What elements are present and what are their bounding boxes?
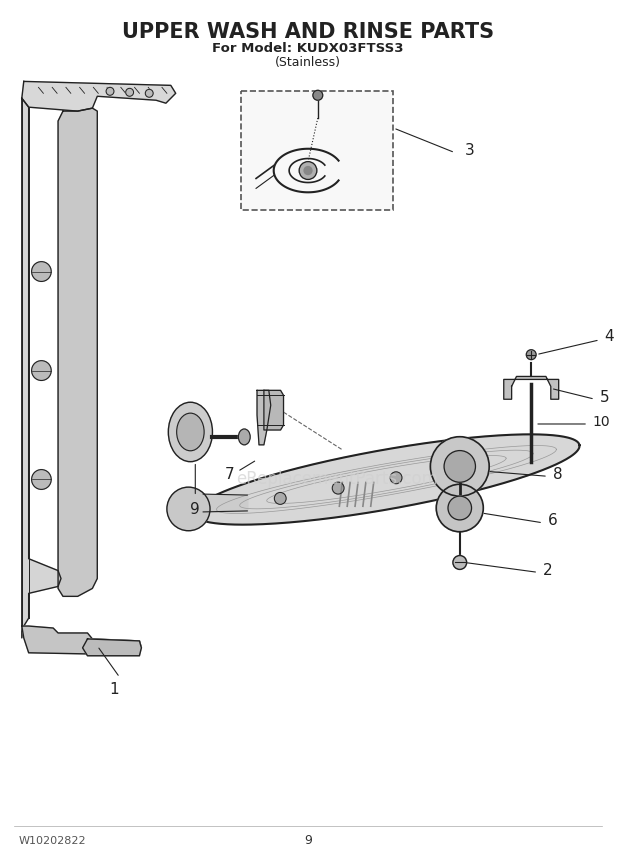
Circle shape: [448, 461, 460, 473]
Text: 2: 2: [543, 563, 552, 578]
Polygon shape: [58, 108, 97, 597]
Circle shape: [390, 472, 402, 484]
Circle shape: [304, 167, 312, 175]
Circle shape: [126, 88, 133, 96]
Text: 9: 9: [304, 835, 312, 847]
Text: 10: 10: [592, 415, 609, 429]
Text: 4: 4: [604, 330, 614, 344]
Circle shape: [275, 492, 286, 504]
Text: eReplacementParts.com: eReplacementParts.com: [236, 471, 438, 489]
Polygon shape: [22, 98, 61, 638]
Text: 3: 3: [465, 143, 474, 158]
Polygon shape: [82, 639, 141, 656]
Circle shape: [313, 91, 323, 100]
Polygon shape: [22, 81, 175, 111]
Text: 6: 6: [548, 514, 558, 528]
Text: 5: 5: [600, 389, 609, 405]
Text: (Stainless): (Stainless): [275, 56, 341, 68]
Polygon shape: [22, 626, 141, 655]
Polygon shape: [504, 377, 559, 399]
Text: 7: 7: [225, 467, 234, 482]
Circle shape: [453, 556, 467, 569]
Polygon shape: [264, 390, 283, 430]
Circle shape: [332, 482, 344, 494]
Text: W10202822: W10202822: [19, 836, 87, 846]
Text: For Model: KUDX03FTSS3: For Model: KUDX03FTSS3: [212, 42, 404, 55]
Circle shape: [106, 87, 114, 95]
Circle shape: [444, 450, 476, 482]
Text: 1: 1: [109, 682, 119, 697]
Polygon shape: [193, 434, 580, 525]
Polygon shape: [257, 390, 271, 445]
Ellipse shape: [169, 402, 213, 461]
Circle shape: [299, 162, 317, 180]
Circle shape: [32, 470, 51, 490]
Circle shape: [167, 487, 210, 531]
Circle shape: [430, 437, 489, 496]
Ellipse shape: [239, 429, 250, 445]
Circle shape: [436, 484, 484, 532]
Text: UPPER WASH AND RINSE PARTS: UPPER WASH AND RINSE PARTS: [122, 22, 494, 42]
Ellipse shape: [177, 413, 204, 451]
Circle shape: [526, 350, 536, 360]
Circle shape: [32, 360, 51, 380]
Circle shape: [32, 262, 51, 282]
Text: 8: 8: [553, 467, 562, 482]
Bar: [241, 92, 393, 210]
Circle shape: [145, 89, 153, 98]
Text: 9: 9: [190, 502, 200, 517]
Circle shape: [448, 496, 472, 520]
